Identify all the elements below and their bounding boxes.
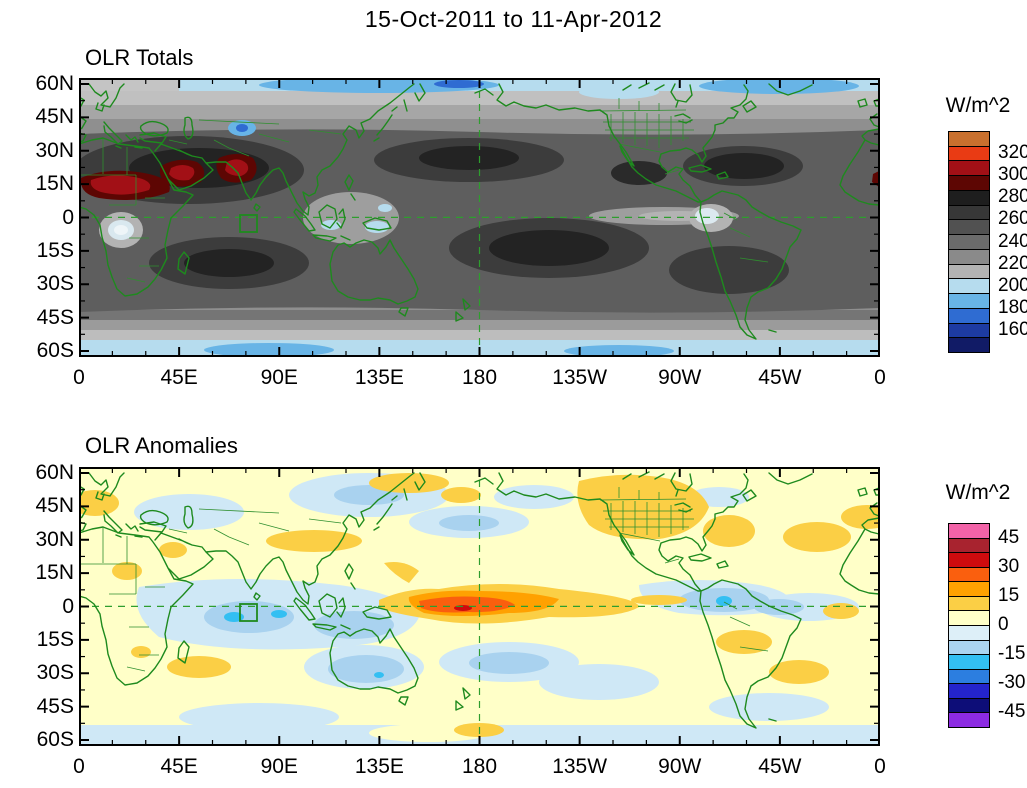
colorbar-box (948, 278, 990, 295)
lat-tick-label: 15N (35, 172, 74, 196)
colorbar-box (948, 654, 990, 670)
colorbar-tick-label: 280 (998, 186, 1027, 208)
colorbar-box (948, 697, 990, 714)
colorbar-box (948, 581, 990, 597)
colorbar-box (948, 337, 990, 353)
lat-tick-label: 60S (36, 728, 74, 751)
lon-tick-label: 45W (758, 755, 802, 778)
colorbar-tick-label: 220 (998, 252, 1027, 274)
lon-tick-label: 90E (260, 366, 298, 389)
colorbar-box (948, 523, 990, 539)
lat-tick-label: 15N (35, 561, 74, 585)
lat-tick-label: 0 (62, 205, 74, 229)
colorbar-box (948, 610, 990, 626)
colorbar-box (948, 552, 990, 568)
lat-tick-label: 60N (35, 461, 74, 484)
lon-tick-label: 0 (874, 366, 886, 389)
colorbar-tick-label: 160 (998, 318, 1027, 340)
colorbar-tick-label: 180 (998, 296, 1027, 318)
colorbar-tick-label: -15 (998, 643, 1026, 664)
lat-tick-label: 60S (36, 339, 74, 362)
lon-tick-label: 90E (260, 755, 298, 778)
colorbar-box (948, 248, 990, 265)
colorbar-tick-label: -30 (998, 672, 1026, 694)
colorbar-box (948, 595, 990, 612)
lat-tick-label: 60N (35, 72, 74, 95)
colorbar-box (948, 566, 990, 583)
lat-tick-label: 45S (36, 694, 74, 718)
colorbar-box (948, 234, 990, 250)
colorbar-box (948, 639, 990, 656)
lat-tick-label: 30N (35, 138, 74, 162)
lat-tick-label: 45N (35, 494, 74, 518)
colorbar-box (948, 263, 990, 280)
lon-tick-label: 135E (354, 366, 404, 389)
lat-tick-label: 30N (35, 527, 74, 551)
lon-tick-label: 0 (73, 755, 85, 778)
colorbar-box (948, 712, 990, 728)
lon-tick-label: 90W (658, 755, 702, 778)
colorbar-box (948, 131, 990, 147)
lat-tick-label: 15S (36, 627, 74, 651)
colorbar-box (948, 322, 990, 339)
panel-title-olr-totals: OLR Totals (85, 45, 194, 70)
lon-tick-label: 90W (658, 366, 702, 389)
figure-date-range-title: 15-Oct-2011 to 11-Apr-2012 (364, 6, 663, 32)
colorbar-tick-label: 30 (998, 555, 1020, 577)
colorbar-tick-label: -45 (998, 701, 1026, 723)
colorbar-tick-label: 200 (998, 274, 1027, 296)
colorbar-unit-label: W/m^2 (945, 481, 1011, 504)
colorbar-box (948, 537, 990, 554)
lon-tick-label: 45E (160, 755, 198, 778)
lon-tick-label: 135W (552, 755, 608, 778)
lon-tick-label: 0 (874, 755, 886, 778)
colorbar-tick-label: 300 (998, 164, 1027, 186)
colorbar-unit-label: W/m^2 (945, 94, 1011, 117)
colorbar-box (948, 683, 990, 699)
lon-tick-label: 45E (160, 366, 198, 389)
colorbar-box (948, 204, 990, 221)
panel-title-olr-anomalies: OLR Anomalies (85, 433, 238, 458)
lon-tick-label: 0 (73, 366, 85, 389)
lat-tick-label: 30S (36, 661, 74, 685)
colorbar-box (948, 307, 990, 324)
colorbar-box (948, 145, 990, 162)
colorbar-box (948, 293, 990, 309)
colorbar-box (948, 668, 990, 685)
lon-tick-label: 135E (354, 755, 404, 778)
colorbar-box (948, 175, 990, 191)
colorbar-box (948, 189, 990, 206)
lon-tick-label: 180 (461, 755, 498, 778)
lat-tick-label: 15S (36, 238, 74, 262)
colorbar-box (948, 160, 990, 177)
colorbar-tick-label: 320 (998, 142, 1027, 164)
colorbar-box (948, 625, 990, 641)
colorbar-tick-label: 45 (998, 526, 1020, 548)
lat-tick-label: 45S (36, 305, 74, 329)
lon-tick-label: 180 (461, 366, 498, 389)
colorbar-tick-label: 240 (998, 230, 1027, 252)
lat-tick-label: 45N (35, 105, 74, 129)
lat-tick-label: 0 (62, 594, 74, 618)
colorbar-tick-label: 260 (998, 208, 1027, 230)
lon-tick-label: 135W (552, 366, 608, 389)
olr-anomalies-map (79, 467, 880, 746)
olr-totals-map (79, 78, 880, 357)
lon-tick-label: 45W (758, 366, 802, 389)
colorbar-box (948, 219, 990, 236)
colorbar-tick-label: 15 (998, 584, 1020, 606)
colorbar-tick-label: 0 (998, 613, 1009, 635)
lat-tick-label: 30S (36, 272, 74, 296)
